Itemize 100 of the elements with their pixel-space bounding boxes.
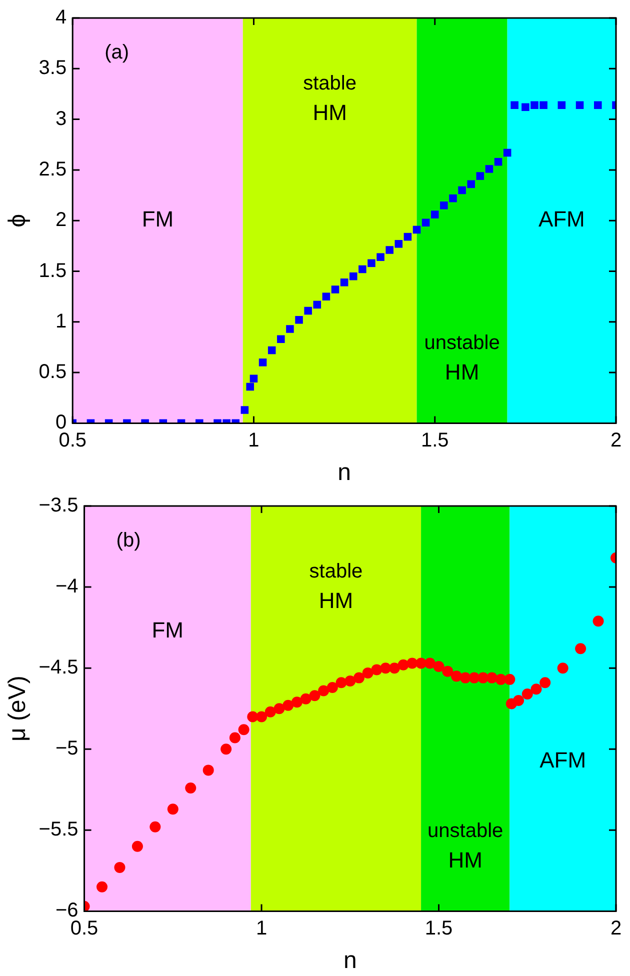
point [442, 666, 454, 677]
point [282, 700, 294, 711]
point [467, 180, 475, 188]
x-axis-title: n [343, 947, 357, 974]
point [513, 694, 524, 706]
point [291, 696, 302, 708]
point [504, 674, 516, 685]
point [268, 346, 276, 354]
point [386, 246, 394, 254]
point [274, 703, 285, 714]
point [250, 374, 258, 383]
point [558, 101, 566, 110]
point [277, 335, 285, 344]
x-tick-label: 1.5 [424, 918, 453, 940]
point [404, 232, 412, 241]
point [503, 148, 512, 157]
point [458, 186, 466, 194]
point [376, 253, 384, 261]
y-tick-label: 0.5 [38, 361, 67, 384]
band-label: stable HM [303, 72, 356, 126]
point [362, 667, 374, 678]
point [96, 881, 108, 892]
point [220, 744, 232, 755]
point [494, 158, 502, 166]
x-axis-title: n [338, 459, 351, 486]
point [449, 194, 457, 202]
y-tick-label: −5 [55, 738, 78, 760]
x-tick-label: 2 [610, 918, 622, 940]
point [592, 616, 604, 627]
point [344, 676, 356, 687]
point [150, 821, 161, 832]
point [510, 101, 518, 110]
y-tick-label: 2 [55, 209, 67, 232]
point [440, 202, 448, 210]
point [326, 682, 338, 694]
point [202, 764, 214, 776]
point [522, 103, 530, 112]
point [238, 724, 250, 736]
point [368, 259, 376, 268]
point [295, 316, 303, 324]
y-tick-label: −5.5 [38, 818, 78, 841]
point [349, 272, 358, 280]
point [300, 693, 312, 704]
y-axis-title: ϕ [4, 214, 32, 228]
point [258, 358, 267, 366]
y-tick-label: 2.5 [38, 158, 67, 180]
point [468, 672, 480, 684]
point [450, 670, 462, 682]
point [398, 659, 409, 670]
x-tick-label: 1 [248, 430, 260, 452]
y-tick-label: 4 [55, 6, 67, 29]
point [412, 226, 421, 234]
annotation: (b) [116, 530, 141, 552]
y-axis-title: μ (eV) [4, 676, 32, 742]
y-tick-label: 3 [55, 108, 67, 130]
band-label: AFM [538, 206, 585, 232]
point [229, 732, 240, 744]
point [313, 300, 322, 309]
point [394, 240, 403, 248]
annotation: (a) [104, 42, 130, 64]
point [594, 101, 602, 110]
band-label: FM [142, 206, 174, 232]
point [309, 690, 320, 702]
y-tick-label: 1 [55, 310, 67, 332]
point [167, 804, 178, 815]
point [354, 672, 365, 684]
point [264, 706, 276, 718]
band-label: FM [152, 618, 184, 643]
x-tick-label: 1 [256, 918, 268, 940]
band-label: unstable HM [428, 820, 504, 872]
point [318, 685, 330, 696]
point [256, 711, 268, 722]
x-tick-label: 1.5 [420, 430, 449, 452]
point [530, 684, 542, 695]
point [114, 862, 126, 873]
point [132, 840, 143, 852]
point [304, 306, 312, 315]
point [380, 662, 392, 674]
point [575, 643, 586, 654]
point [286, 325, 294, 333]
point [246, 382, 254, 391]
point [478, 672, 489, 684]
point [388, 662, 400, 674]
point [540, 101, 548, 110]
point [331, 286, 340, 294]
y-tick-label: 0 [55, 412, 67, 434]
point [576, 101, 584, 110]
band-label: unstable HM [424, 332, 500, 384]
band-label: stable HM [309, 560, 363, 614]
y-tick-label: −3.5 [38, 494, 78, 517]
point [416, 658, 427, 669]
point [322, 292, 330, 300]
point [430, 210, 439, 218]
point [540, 677, 551, 688]
point [424, 658, 436, 669]
point [340, 278, 348, 286]
point [530, 101, 538, 110]
point [485, 165, 494, 173]
point [422, 218, 430, 227]
point [476, 172, 484, 180]
